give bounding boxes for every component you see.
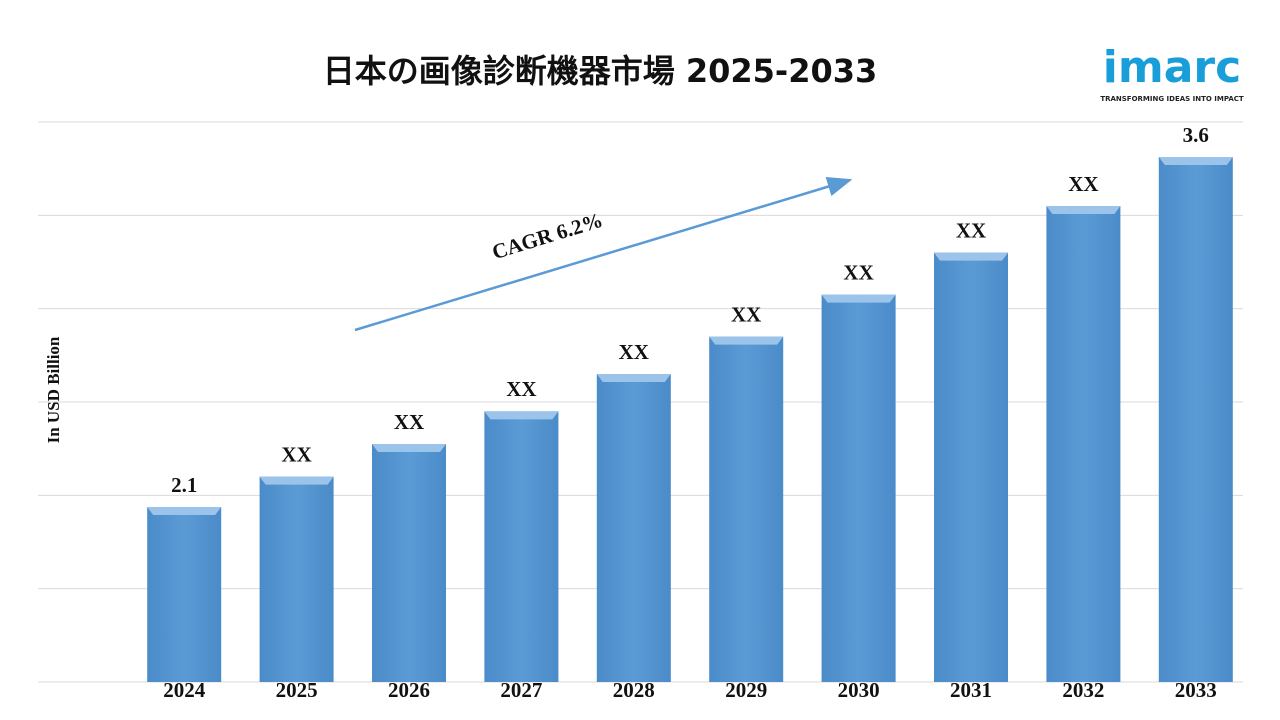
value-label: XX: [1068, 172, 1098, 196]
value-label: 2.1: [171, 473, 197, 497]
x-tick-label: 2029: [725, 678, 767, 702]
x-tick-label: 2032: [1062, 678, 1104, 702]
bar-bevel: [259, 476, 334, 485]
bar-bevel: [372, 444, 446, 452]
x-tick-label: 2030: [838, 678, 880, 702]
bar: [1046, 206, 1121, 682]
y-axis-label: In USD Billion: [44, 336, 63, 443]
logo-tagline: TRANSFORMING IDEAS INTO IMPACT: [1100, 95, 1244, 103]
bar: [372, 444, 446, 682]
value-label: XX: [619, 340, 649, 364]
bar: [596, 374, 671, 682]
x-tick-label: 2026: [388, 678, 430, 702]
x-tick-label: 2028: [613, 678, 655, 702]
value-label: XX: [731, 302, 761, 326]
bar-bevel: [1046, 206, 1121, 214]
value-label: XX: [281, 442, 311, 466]
bar: [147, 507, 222, 682]
bar-bevel: [1158, 157, 1233, 165]
value-label: XX: [506, 377, 536, 401]
value-label: 3.6: [1183, 123, 1209, 147]
x-tick-label: 2033: [1175, 678, 1217, 702]
x-tick-label: 2031: [950, 678, 992, 702]
bar-bevel: [821, 294, 896, 303]
x-tick-label: 2027: [500, 678, 542, 702]
bar: [484, 411, 559, 682]
bar-bevel: [596, 374, 671, 382]
annotation: CAGR 6.2%: [489, 208, 605, 264]
logo: imarc: [1103, 42, 1241, 93]
bar: [1158, 157, 1233, 682]
value-label: XX: [843, 260, 873, 284]
bar: [934, 252, 1008, 682]
value-label: XX: [394, 410, 424, 434]
value-label: XX: [956, 218, 986, 242]
chart-title: 日本の画像診断機器市場 2025-2033: [323, 52, 878, 90]
trend-arrow: [354, 176, 853, 332]
bar-bevel: [709, 336, 784, 345]
bar-bevel: [934, 252, 1008, 261]
bar-bevel: [484, 411, 559, 420]
x-tick-label: 2025: [276, 678, 318, 702]
bar: [259, 476, 334, 682]
bar: [709, 336, 784, 682]
x-tick-label: 2024: [163, 678, 206, 702]
bar-bevel: [147, 507, 222, 515]
bar: [821, 294, 896, 682]
